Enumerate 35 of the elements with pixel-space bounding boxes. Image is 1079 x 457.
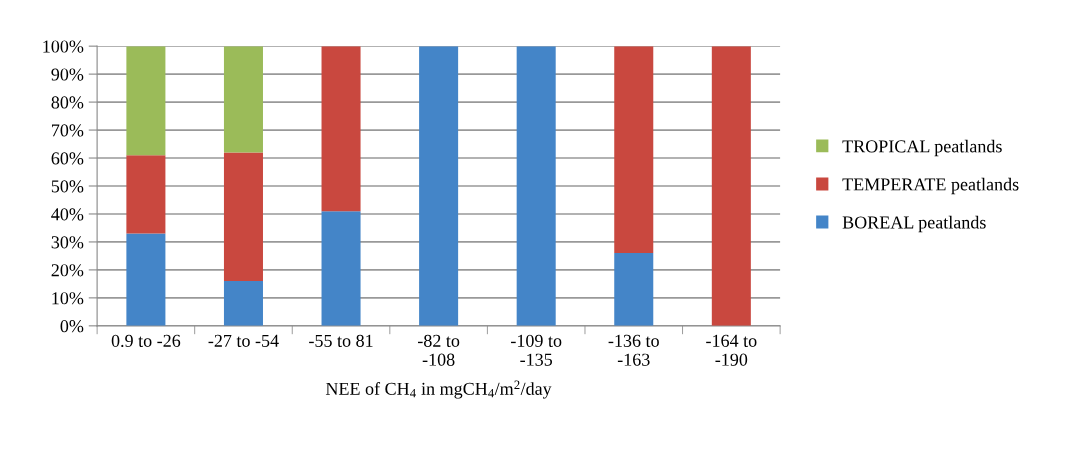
y-tick-label: 70% xyxy=(52,124,84,137)
x-tick-label: 0.9 to -26 xyxy=(111,334,181,347)
x-tick-label: -109 to -135 xyxy=(511,334,562,366)
y-tick-label: 90% xyxy=(51,68,84,81)
x-tick-label: -164 to -190 xyxy=(706,334,757,366)
bar xyxy=(321,211,361,326)
bar xyxy=(223,152,263,282)
bar xyxy=(223,46,263,153)
x-tick-label: -136 to -163 xyxy=(608,334,659,366)
y-tick-label: 20% xyxy=(51,264,84,277)
bar xyxy=(711,46,751,326)
y-tick-label: 80% xyxy=(51,96,84,109)
bar xyxy=(516,46,556,326)
y-tick-label: 100% xyxy=(43,40,84,53)
bar xyxy=(126,233,166,326)
y-tick-label: 50% xyxy=(51,180,84,193)
bar xyxy=(321,46,361,212)
bar xyxy=(126,46,166,156)
x-tick-label: -55 to 81 xyxy=(309,334,373,347)
legend-label: TROPICAL peatlands xyxy=(842,139,1002,157)
y-tick-label: 30% xyxy=(51,236,84,249)
x-tick-label: -27 to -54 xyxy=(208,334,279,347)
x-axis-title: NEE of CH$_{4}$ in mgCH$_{4}$/m$^{2}$/day xyxy=(325,380,552,399)
bar xyxy=(419,46,459,326)
bar xyxy=(223,281,263,326)
y-tick-label: 0% xyxy=(60,320,84,333)
y-tick-label: 10% xyxy=(52,292,84,305)
bar xyxy=(126,155,166,234)
x-tick-label: -82 to -108 xyxy=(417,334,460,366)
legend-label: BOREAL peatlands xyxy=(842,215,986,233)
bar xyxy=(614,253,654,326)
y-tick-label: 40% xyxy=(51,208,84,221)
bar xyxy=(614,46,654,254)
y-tick-label: 60% xyxy=(51,152,84,165)
legend-label: TEMPERATE peatlands xyxy=(842,177,1019,195)
